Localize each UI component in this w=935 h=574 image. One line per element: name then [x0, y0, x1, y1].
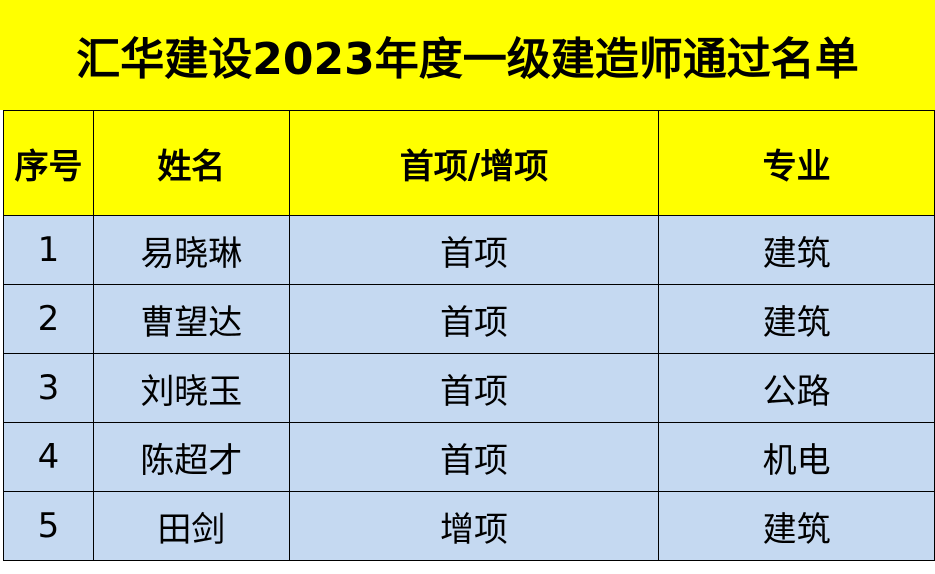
- table-cell: 4: [3, 422, 94, 492]
- table-cell: 2: [3, 284, 94, 354]
- table-cell: 建筑: [658, 284, 935, 354]
- table-cell: 陈超才: [92, 422, 290, 492]
- table-cell: 曹望达: [92, 284, 290, 354]
- table-cell: 增项: [288, 491, 660, 561]
- table-cell: 建筑: [658, 215, 935, 285]
- table-cell: 首项: [288, 353, 660, 423]
- table-cell: 3: [3, 353, 94, 423]
- header-cell: 专业: [658, 110, 935, 216]
- table-row: 4 陈超才 首项 机电: [3, 422, 935, 492]
- header-cell: 序号: [3, 110, 94, 216]
- table-cell: 首项: [288, 422, 660, 492]
- header-cell: 首项/增项: [288, 110, 660, 216]
- header-row: 序号 姓名 首项/增项 专业: [3, 110, 935, 216]
- table-cell: 田剑: [92, 491, 290, 561]
- table-row: 3 刘晓玉 首项 公路: [3, 353, 935, 423]
- table-row: 2 曹望达 首项 建筑: [3, 284, 935, 354]
- header-cell: 姓名: [92, 110, 290, 216]
- table-cell: 刘晓玉: [92, 353, 290, 423]
- table-cell: 建筑: [658, 491, 935, 561]
- table-cell: 1: [3, 215, 94, 285]
- table-cell: 易晓琳: [92, 215, 290, 285]
- table-cell: 首项: [288, 215, 660, 285]
- table-cell: 首项: [288, 284, 660, 354]
- table-row: 5 田剑 增项 建筑: [3, 491, 935, 561]
- table-row: 1 易晓琳 首项 建筑: [3, 215, 935, 285]
- table-cell: 5: [3, 491, 94, 561]
- page-title: 汇华建设2023年度一级建造师通过名单: [0, 0, 935, 110]
- table-cell: 公路: [658, 353, 935, 423]
- table-cell: 机电: [658, 422, 935, 492]
- roster-table: 序号 姓名 首项/增项 专业 1 易晓琳 首项 建筑 2 曹望达 首项 建筑 3 刘晓玉 首项 公路 4…: [3, 110, 935, 561]
